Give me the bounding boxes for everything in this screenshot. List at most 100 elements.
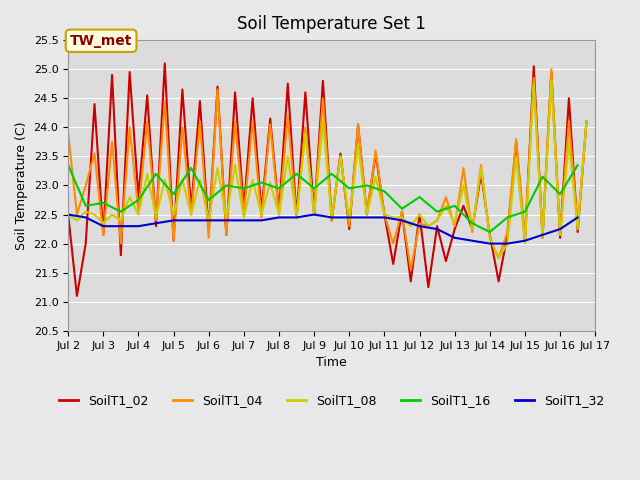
SoilT1_16 [257, 180, 265, 185]
SoilT1_04 [152, 217, 160, 223]
SoilT1_32 [188, 217, 195, 223]
SoilT1_32 [275, 215, 283, 220]
SoilT1_04 [231, 119, 239, 124]
SoilT1_32 [521, 238, 529, 243]
SoilT1_32 [433, 226, 441, 232]
SoilT1_16 [381, 189, 388, 194]
SoilT1_16 [504, 215, 511, 220]
SoilT1_08 [495, 255, 502, 261]
SoilT1_08 [389, 215, 397, 220]
SoilT1_02 [64, 212, 72, 217]
SoilT1_32 [363, 215, 371, 220]
SoilT1_16 [134, 197, 142, 203]
SoilT1_04 [582, 119, 590, 124]
SoilT1_04 [547, 66, 555, 72]
SoilT1_16 [99, 200, 107, 206]
Y-axis label: Soil Temperature (C): Soil Temperature (C) [15, 121, 28, 250]
SoilT1_32 [257, 217, 265, 223]
SoilT1_02 [214, 84, 221, 89]
SoilT1_32 [152, 220, 160, 226]
SoilT1_16 [556, 192, 564, 197]
SoilT1_16 [416, 194, 424, 200]
SoilT1_02 [161, 60, 168, 66]
SoilT1_32 [328, 215, 335, 220]
SoilT1_08 [64, 212, 72, 217]
SoilT1_32 [346, 215, 353, 220]
SoilT1_32 [134, 223, 142, 229]
SoilT1_32 [82, 215, 90, 220]
SoilT1_08 [196, 177, 204, 182]
SoilT1_04 [64, 130, 72, 136]
SoilT1_32 [398, 217, 406, 223]
SoilT1_32 [117, 223, 125, 229]
SoilT1_08 [152, 215, 160, 220]
SoilT1_02 [73, 293, 81, 299]
SoilT1_08 [582, 119, 590, 124]
Line: SoilT1_08: SoilT1_08 [68, 81, 586, 258]
SoilT1_16 [117, 209, 125, 215]
SoilT1_04 [196, 119, 204, 124]
SoilT1_16 [82, 203, 90, 209]
SoilT1_32 [381, 215, 388, 220]
SoilT1_08 [214, 165, 221, 171]
SoilT1_16 [223, 182, 230, 188]
SoilT1_32 [99, 223, 107, 229]
SoilT1_16 [539, 174, 547, 180]
SoilT1_32 [416, 223, 424, 229]
SoilT1_02 [582, 119, 590, 124]
SoilT1_16 [292, 171, 300, 177]
SoilT1_16 [240, 185, 248, 191]
SoilT1_32 [468, 238, 476, 243]
SoilT1_16 [170, 192, 177, 197]
SoilT1_32 [451, 235, 458, 240]
SoilT1_32 [223, 217, 230, 223]
SoilT1_32 [486, 241, 493, 247]
SoilT1_16 [363, 182, 371, 188]
Line: SoilT1_16: SoilT1_16 [68, 165, 578, 232]
SoilT1_16 [310, 185, 318, 191]
SoilT1_32 [240, 217, 248, 223]
Legend: SoilT1_02, SoilT1_04, SoilT1_08, SoilT1_16, SoilT1_32: SoilT1_02, SoilT1_04, SoilT1_08, SoilT1_… [54, 389, 609, 412]
SoilT1_32 [170, 217, 177, 223]
SoilT1_16 [521, 209, 529, 215]
SoilT1_32 [310, 212, 318, 217]
SoilT1_08 [240, 215, 248, 220]
SoilT1_16 [188, 165, 195, 171]
SoilT1_04 [389, 241, 397, 247]
SoilT1_16 [152, 171, 160, 177]
SoilT1_32 [64, 212, 72, 217]
SoilT1_32 [574, 215, 582, 220]
SoilT1_32 [539, 232, 547, 238]
SoilT1_16 [398, 206, 406, 212]
SoilT1_04 [240, 212, 248, 217]
SoilT1_16 [205, 197, 212, 203]
SoilT1_02 [170, 238, 177, 243]
SoilT1_16 [451, 203, 458, 209]
SoilT1_16 [64, 162, 72, 168]
Text: TW_met: TW_met [70, 34, 132, 48]
SoilT1_04 [214, 87, 221, 93]
SoilT1_16 [275, 185, 283, 191]
SoilT1_02 [231, 90, 239, 96]
Line: SoilT1_32: SoilT1_32 [68, 215, 578, 244]
Title: Soil Temperature Set 1: Soil Temperature Set 1 [237, 15, 426, 33]
SoilT1_16 [574, 162, 582, 168]
SoilT1_08 [231, 162, 239, 168]
SoilT1_04 [407, 267, 415, 273]
Line: SoilT1_02: SoilT1_02 [68, 63, 586, 296]
SoilT1_08 [547, 78, 555, 84]
SoilT1_16 [346, 185, 353, 191]
Line: SoilT1_04: SoilT1_04 [68, 69, 586, 270]
SoilT1_32 [205, 217, 212, 223]
SoilT1_16 [433, 209, 441, 215]
X-axis label: Time: Time [316, 356, 347, 369]
SoilT1_16 [328, 171, 335, 177]
SoilT1_16 [486, 229, 493, 235]
SoilT1_32 [292, 215, 300, 220]
SoilT1_02 [407, 278, 415, 284]
SoilT1_16 [468, 220, 476, 226]
SoilT1_02 [249, 96, 257, 101]
SoilT1_02 [257, 209, 265, 215]
SoilT1_32 [556, 226, 564, 232]
SoilT1_32 [504, 241, 511, 247]
